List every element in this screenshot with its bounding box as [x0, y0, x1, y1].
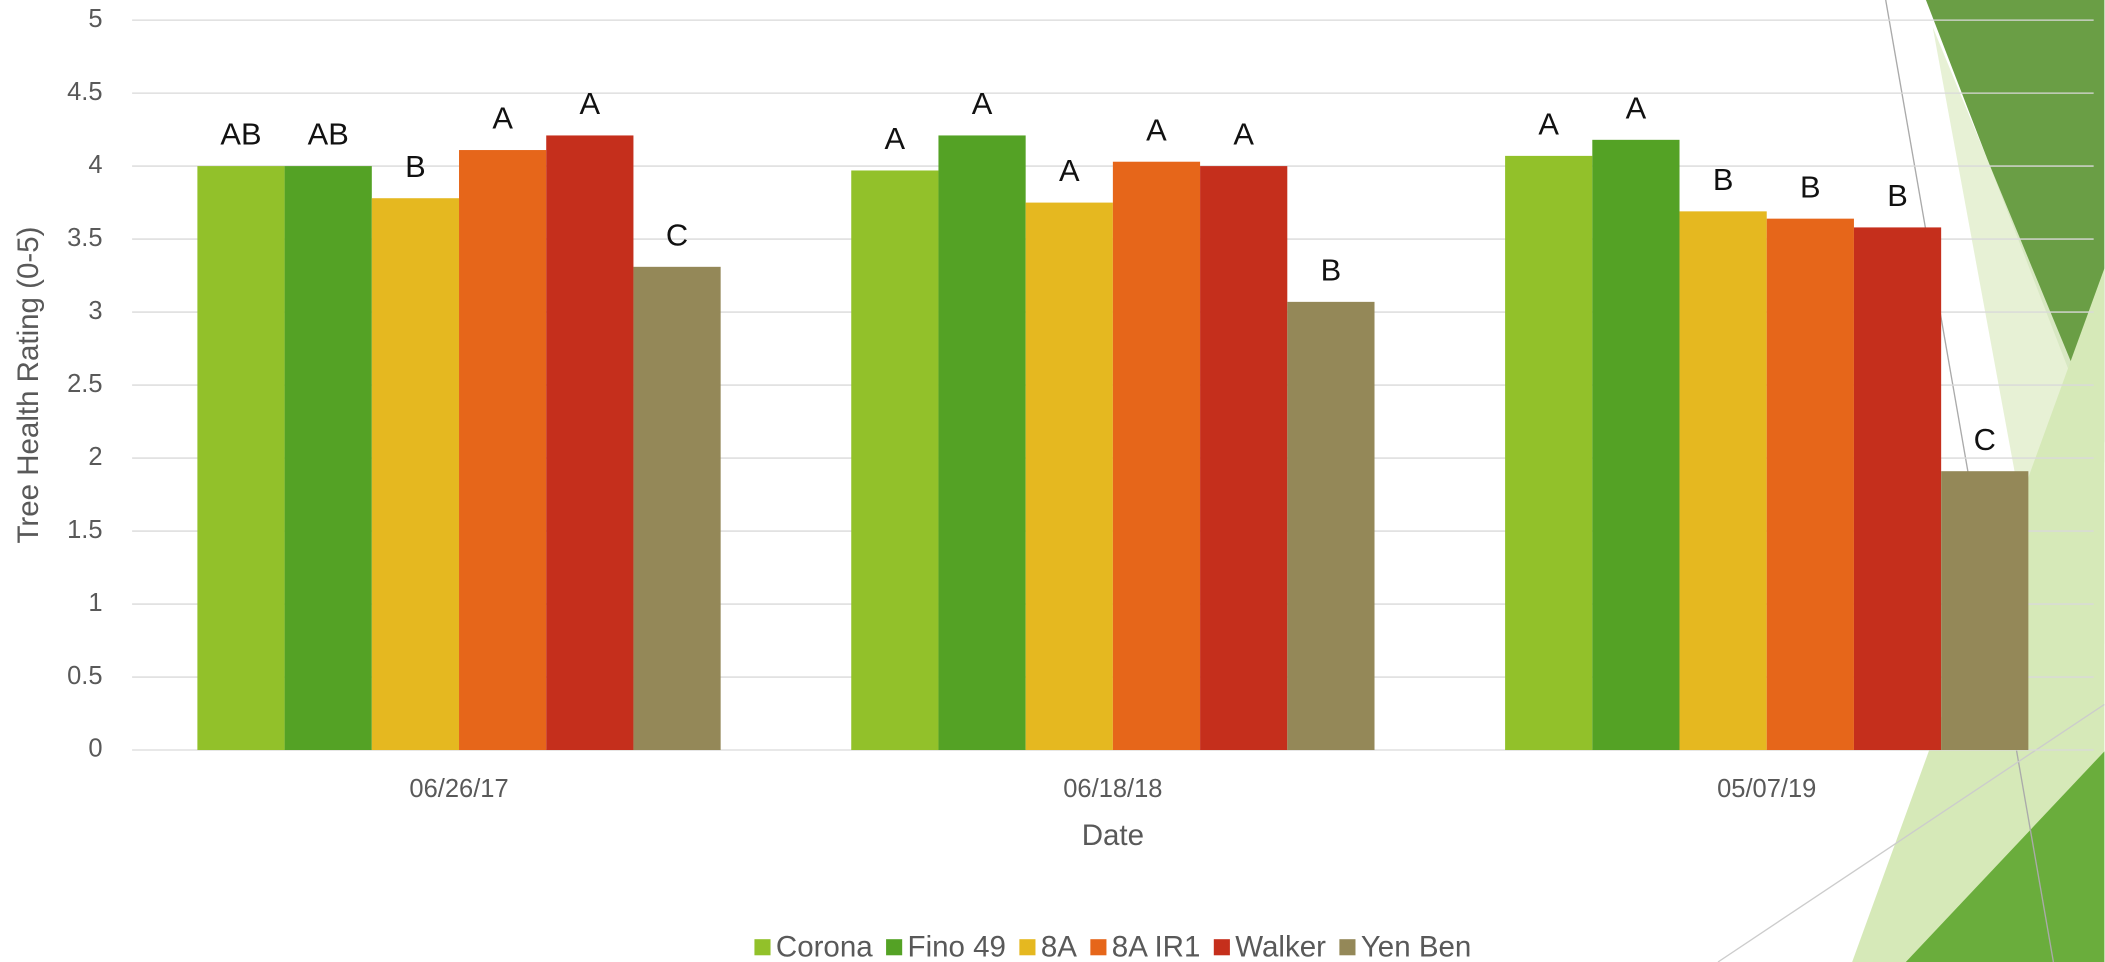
y-axis-title: Tree Health Rating (0-5): [12, 227, 45, 544]
significance-label: C: [1974, 422, 1996, 457]
bar: [1592, 139, 1680, 751]
bar: [1112, 161, 1201, 751]
bar: [371, 198, 460, 751]
legend-swatch: [1090, 939, 1107, 956]
y-tick-label: 3.5: [67, 224, 102, 252]
bar: [197, 166, 285, 751]
significance-label: AB: [220, 117, 261, 152]
significance-label: A: [580, 86, 601, 121]
bar: [1200, 166, 1288, 751]
significance-label: A: [885, 121, 906, 156]
significance-label: A: [1146, 112, 1167, 147]
significance-label: B: [1800, 169, 1821, 204]
y-tick-label: 2: [88, 443, 102, 471]
significance-label: B: [405, 149, 426, 184]
x-tick-label: 06/18/18: [1063, 775, 1162, 803]
bar: [1941, 471, 2029, 751]
y-tick-label: 4: [88, 151, 102, 179]
legend-label: Walker: [1235, 930, 1326, 962]
bar: [1287, 301, 1375, 751]
significance-label: B: [1887, 178, 1908, 213]
legend-label: 8A: [1041, 930, 1077, 962]
legend-swatch: [1339, 939, 1356, 956]
x-tick-label: 05/07/19: [1717, 775, 1816, 803]
significance-label: B: [1321, 253, 1342, 288]
legend-swatch: [886, 939, 903, 956]
bar: [633, 266, 721, 751]
significance-label: A: [1626, 90, 1647, 125]
y-tick-label: 0.5: [67, 662, 102, 690]
x-axis-title: Date: [1082, 819, 1144, 852]
y-tick-label: 4.5: [67, 78, 102, 106]
legend-swatch: [1213, 939, 1230, 956]
significance-label: A: [492, 101, 513, 136]
significance-label: A: [1538, 107, 1559, 142]
legend-label: Fino 49: [908, 930, 1006, 962]
significance-label: AB: [308, 117, 349, 152]
y-tick-label: 0: [88, 735, 102, 763]
y-tick-label: 1: [88, 589, 102, 617]
bar: [851, 170, 939, 751]
legend-swatch: [754, 939, 771, 956]
significance-label: A: [972, 86, 993, 121]
x-tick-label: 06/26/17: [409, 775, 508, 803]
legend-label: Yen Ben: [1361, 930, 1471, 962]
bar: [546, 135, 634, 751]
legend-swatch: [1019, 939, 1036, 956]
legend-label: Corona: [776, 930, 873, 962]
bar: [1025, 202, 1113, 751]
bar: [1766, 218, 1854, 751]
significance-label: B: [1713, 162, 1734, 197]
bar: [1853, 227, 1942, 751]
legend-label: 8A IR1: [1112, 930, 1201, 962]
significance-label: A: [1059, 153, 1080, 188]
y-tick-label: 3: [88, 297, 102, 325]
y-tick-label: 5: [88, 5, 102, 33]
bar: [459, 150, 547, 751]
significance-label: A: [1233, 117, 1254, 152]
y-tick-label: 2.5: [67, 370, 102, 398]
bar: [1505, 155, 1593, 751]
bar: [938, 135, 1026, 751]
bar: [284, 166, 372, 751]
significance-label: C: [666, 217, 688, 252]
y-tick-label: 1.5: [67, 516, 102, 544]
bar: [1679, 211, 1767, 751]
